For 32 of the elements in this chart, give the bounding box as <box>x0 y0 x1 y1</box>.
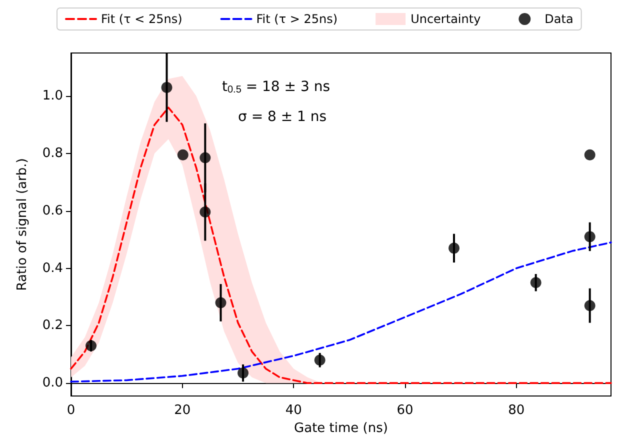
legend-label: Fit (τ < 25ns) <box>101 12 182 26</box>
x-tick-label: 60 <box>396 403 414 418</box>
point <box>238 368 249 379</box>
point <box>215 297 226 308</box>
point <box>448 242 460 254</box>
y-tick-label: 0.8 <box>42 146 63 161</box>
x-tick-label: 20 <box>174 403 191 418</box>
y-tick-label: 0.4 <box>42 260 63 276</box>
point <box>200 206 211 218</box>
legend-label: Uncertainty <box>410 12 481 26</box>
x-tick-label: 0 <box>66 403 76 418</box>
annotation: σ = 8 ± 1 ns <box>238 109 327 125</box>
point <box>584 300 596 312</box>
point <box>86 340 97 352</box>
x-tick-label: 40 <box>285 403 302 418</box>
y-tick-label: 0.2 <box>42 318 63 334</box>
point <box>314 354 326 366</box>
legend-label: Fit (τ > 25ns) <box>256 12 338 26</box>
point <box>530 277 542 288</box>
y-tick-label: 1.0 <box>42 88 63 104</box>
annotation: t0.5 = 18 ± 3 ns <box>222 79 330 96</box>
point <box>584 149 596 160</box>
x-axis-title: Gate time (ns) <box>294 420 388 436</box>
y-tick-label: 0.0 <box>42 376 63 391</box>
point <box>177 149 188 160</box>
point <box>200 152 211 164</box>
point <box>161 82 172 93</box>
legend-label: Data <box>544 12 574 26</box>
y-tick-label: 0.6 <box>42 203 63 218</box>
y-axis-title: Ratio of signal (arb.) <box>15 158 30 291</box>
x-tick-label: 80 <box>508 403 525 418</box>
point <box>584 231 596 242</box>
